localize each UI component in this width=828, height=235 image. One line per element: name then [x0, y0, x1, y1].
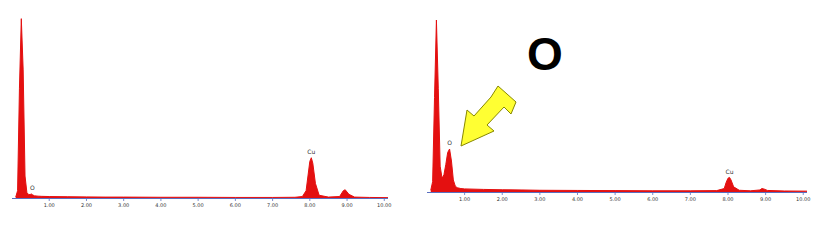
x-tick — [49, 199, 50, 201]
figure: 1.00 2.00 3.00 4.00 5.00 6.00 7.00 8.00 9.00 10.0… — [0, 0, 828, 235]
peak-label: O — [447, 139, 452, 146]
x-tick-label: 2.00 — [81, 202, 92, 208]
x-tick — [577, 193, 578, 195]
spectrum-fill — [16, 19, 388, 198]
peak-label: O — [30, 184, 35, 191]
spectrum-fill — [431, 20, 807, 192]
x-tick — [272, 199, 273, 201]
x-tick-label: 7.00 — [267, 202, 278, 208]
x-tick — [690, 193, 691, 195]
spectrum-panel: 1.00 2.00 3.00 4.00 5.00 6.00 7.00 8.00 9.00 10.0… — [12, 19, 391, 208]
x-tick-label: 5.00 — [193, 202, 204, 208]
x-tick — [727, 193, 728, 195]
x-tick-label: 10.00 — [796, 196, 810, 202]
x-tick-label: 4.00 — [155, 202, 166, 208]
peak-label: Cu — [725, 168, 733, 175]
x-tick-label: 10.00 — [377, 202, 391, 208]
x-tick-label: 1.00 — [459, 196, 470, 202]
x-tick-label: 8.00 — [722, 196, 733, 202]
x-tick — [123, 199, 124, 201]
peak-label: Cu — [307, 148, 315, 155]
x-tick — [652, 193, 653, 195]
x-tick-label: 9.00 — [760, 196, 771, 202]
x-tick — [539, 193, 540, 195]
plot-area — [431, 20, 807, 192]
plot-area — [16, 19, 388, 198]
x-tick — [86, 199, 87, 201]
x-tick-label: 9.00 — [341, 202, 352, 208]
x-tick-label: 6.00 — [647, 196, 658, 202]
x-tick-label: 3.00 — [118, 202, 129, 208]
spectrum-line — [16, 19, 388, 198]
x-tick — [347, 199, 348, 201]
x-tick — [198, 199, 199, 201]
x-tick-label: 5.00 — [610, 196, 621, 202]
x-tick-label: 2.00 — [497, 196, 508, 202]
x-tick-label: 3.00 — [534, 196, 545, 202]
x-tick — [765, 193, 766, 195]
spectrum-panel: 1.00 2.00 3.00 4.00 5.00 6.00 7.00 8.00 9.00 10.0… — [427, 20, 810, 202]
spectrum-line — [431, 20, 807, 191]
x-axis — [427, 192, 807, 193]
x-tick-label: 8.00 — [304, 202, 315, 208]
x-tick — [235, 199, 236, 201]
x-axis — [12, 198, 388, 199]
x-tick — [502, 193, 503, 195]
x-tick — [464, 193, 465, 195]
x-tick — [309, 199, 310, 201]
x-tick-label: 7.00 — [685, 196, 696, 202]
element-title: O — [527, 28, 563, 80]
pointer-arrow — [461, 86, 516, 146]
x-tick — [160, 199, 161, 201]
x-tick-label: 4.00 — [572, 196, 583, 202]
x-tick — [384, 199, 385, 201]
x-tick — [803, 193, 804, 195]
x-tick-label: 1.00 — [44, 202, 55, 208]
x-tick — [615, 193, 616, 195]
x-tick-label: 6.00 — [230, 202, 241, 208]
